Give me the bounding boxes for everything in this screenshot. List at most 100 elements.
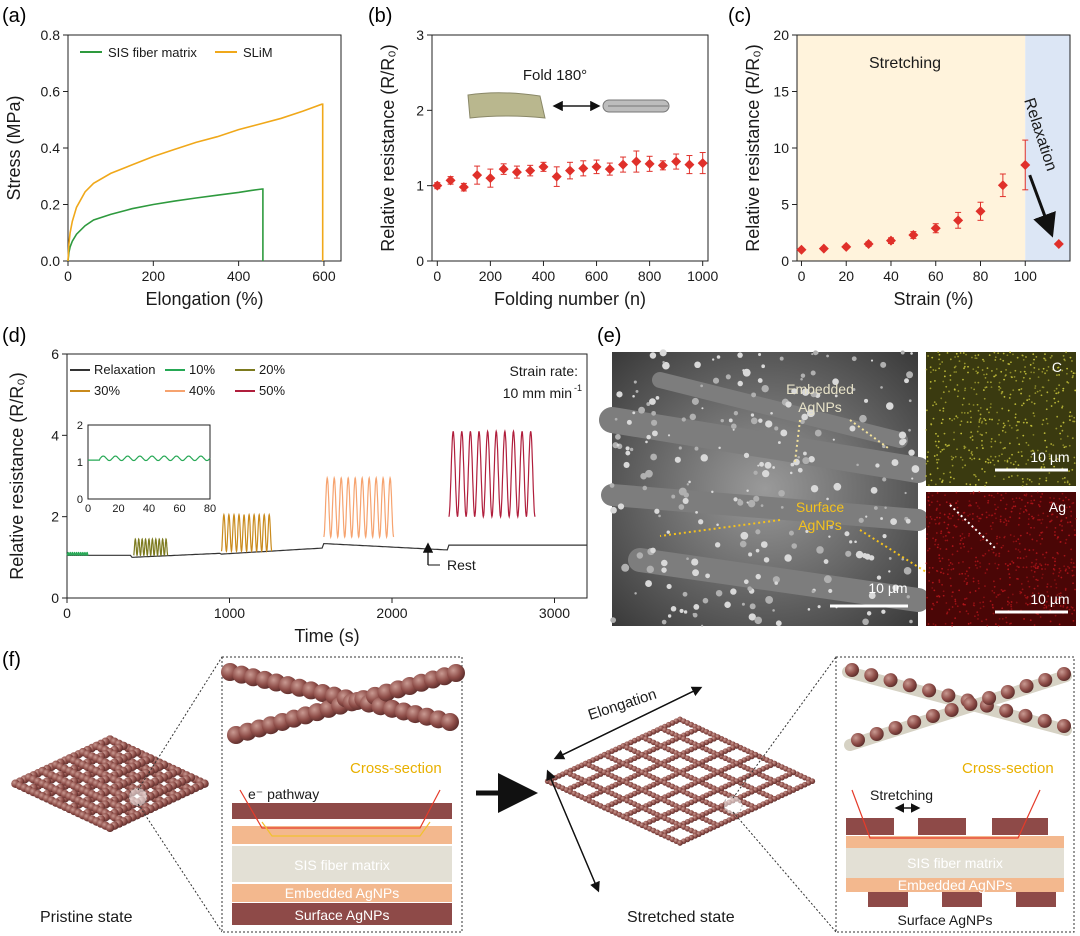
- map-dot: [1062, 421, 1065, 424]
- map-dot: [966, 581, 969, 584]
- sem-particle: [755, 529, 761, 535]
- map-dot: [1045, 605, 1048, 608]
- map-dot: [1011, 507, 1014, 510]
- panel-label-c: (c): [728, 5, 751, 27]
- fiber-particle: [845, 663, 859, 677]
- sem-particle: [770, 411, 773, 415]
- sem-particle: [873, 506, 878, 510]
- sem-particle: [701, 624, 704, 627]
- map-dot: [1007, 596, 1010, 599]
- sem-particle: [884, 506, 887, 510]
- x-axis-label: Strain (%): [893, 289, 973, 309]
- sem-particle: [788, 530, 794, 536]
- map-dot: [941, 418, 944, 421]
- map-dot: [1071, 376, 1074, 379]
- sem-particle: [864, 553, 871, 560]
- map-dot: [1033, 526, 1036, 529]
- map-dot: [1049, 496, 1052, 499]
- map-dot: [961, 537, 963, 540]
- map-dot: [946, 445, 948, 447]
- map-dot: [1030, 595, 1033, 598]
- map-dot: [1000, 370, 1003, 373]
- sem-particle: [748, 552, 753, 557]
- map-dot: [1007, 564, 1009, 567]
- map-dot: [928, 566, 931, 569]
- map-dot: [944, 494, 946, 497]
- sem-particle: [858, 517, 864, 523]
- map-dot: [1059, 569, 1062, 572]
- sem-particle: [813, 350, 818, 356]
- map-dot: [925, 462, 928, 465]
- map-dot: [1002, 426, 1005, 429]
- map-dot: [927, 355, 929, 357]
- data-point: [796, 244, 807, 255]
- series-line: [67, 103, 324, 262]
- map-dot: [977, 618, 979, 620]
- map-dot: [987, 549, 990, 552]
- map-dot: [1073, 529, 1076, 531]
- map-dot: [962, 603, 965, 606]
- fiber-particle: [944, 703, 959, 717]
- map-dot: [955, 352, 958, 355]
- sem-particle: [718, 446, 721, 450]
- map-dot: [985, 516, 988, 519]
- map-dot: [1054, 534, 1056, 537]
- map-dot: [930, 423, 933, 426]
- map-dot: [1072, 619, 1075, 622]
- map-dot: [1065, 445, 1067, 448]
- sem-particle: [694, 361, 701, 369]
- map-dot: [1069, 521, 1072, 523]
- map-dot: [998, 593, 1001, 596]
- map-dot: [1004, 431, 1007, 434]
- sem-particle: [609, 483, 615, 488]
- map-dot: [983, 495, 986, 498]
- sem-particle: [891, 459, 899, 467]
- sem-particle: [882, 477, 887, 482]
- map-dot: [976, 372, 979, 375]
- map-dot: [1033, 371, 1035, 374]
- sem-particle: [623, 461, 630, 469]
- map-dot: [948, 517, 951, 520]
- map-dot: [1057, 575, 1060, 577]
- annotation-superscript: -1: [574, 383, 582, 393]
- layer-label: SIS fiber matrix: [907, 855, 1003, 871]
- map-dot: [931, 581, 934, 584]
- map-dot: [965, 570, 968, 573]
- map-dot: [1060, 520, 1062, 523]
- map-dot: [1058, 384, 1061, 387]
- map-dot: [1062, 604, 1065, 607]
- map-dot: [1014, 505, 1017, 508]
- data-point: [631, 156, 642, 167]
- plot-frame: [67, 34, 342, 262]
- map-dot: [976, 515, 979, 518]
- map-dot: [1015, 569, 1018, 572]
- map-dot: [1009, 516, 1012, 519]
- map-dot: [1036, 390, 1039, 393]
- sem-particle: [805, 529, 809, 534]
- sem-particle: [844, 531, 850, 537]
- map-dot: [1002, 544, 1005, 547]
- map-dot: [1064, 569, 1067, 572]
- map-dot: [930, 518, 933, 520]
- fiber-particle: [922, 683, 937, 698]
- map-dot: [1021, 588, 1024, 591]
- map-dot: [1022, 480, 1025, 483]
- legend-label: Relaxation: [94, 362, 155, 377]
- sem-particle: [701, 407, 704, 410]
- y-tick-label: 0.6: [41, 84, 61, 100]
- layer: [232, 826, 452, 844]
- map-dot: [1067, 498, 1070, 501]
- sem-particle: [828, 588, 833, 594]
- map-dot: [954, 617, 957, 620]
- map-dot: [1041, 537, 1044, 540]
- map-dot: [1045, 446, 1048, 448]
- map-dot: [980, 422, 983, 424]
- map-dot: [995, 517, 997, 520]
- map-dot: [1061, 405, 1064, 408]
- sem-particle: [829, 525, 834, 529]
- map-dot: [964, 598, 966, 600]
- map-dot: [944, 534, 947, 537]
- sem-particle: [621, 563, 630, 572]
- map-dot: [936, 492, 939, 494]
- sem-particle: [762, 470, 770, 478]
